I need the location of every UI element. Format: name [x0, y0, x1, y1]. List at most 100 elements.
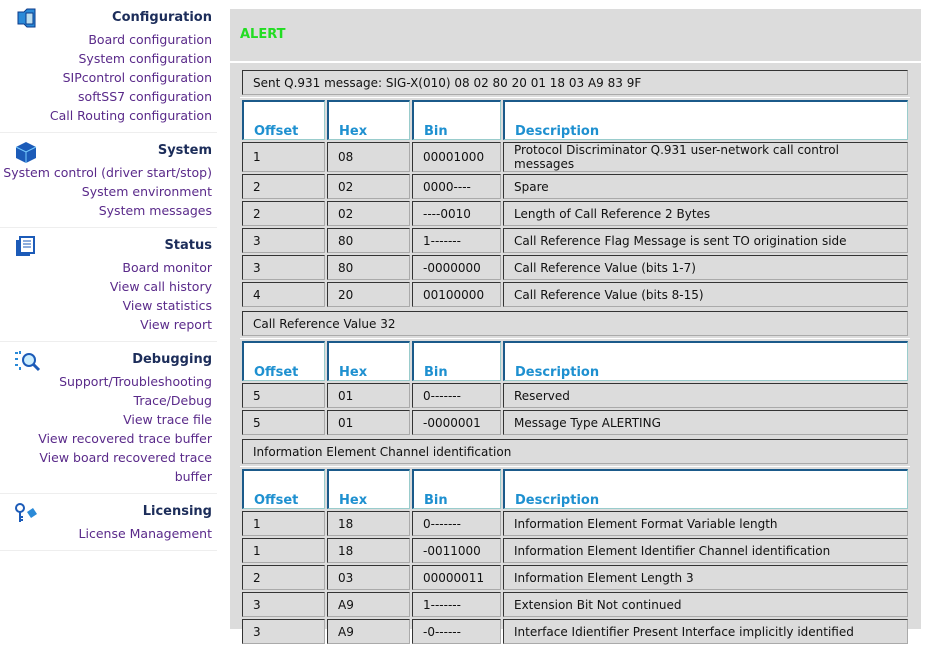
cell: 18 — [327, 538, 410, 563]
column-header: Hex — [327, 100, 410, 140]
status-document-icon — [14, 236, 38, 258]
section-title: Status — [164, 238, 212, 253]
sidebar-link[interactable]: Board monitor — [122, 260, 212, 275]
column-header: Offset — [242, 469, 325, 509]
cell: 00000011 — [412, 565, 501, 590]
message-title: ALERT — [240, 27, 286, 42]
cell: 3 — [242, 592, 325, 617]
cell: A9 — [327, 592, 410, 617]
sidebar-link[interactable]: View report — [140, 317, 212, 332]
cell: 1 — [242, 142, 325, 172]
table-row: 4 20 00100000 Call Reference Value (bits 8-… — [242, 282, 908, 307]
column-header: Description — [503, 469, 908, 509]
cell: 03 — [327, 565, 410, 590]
section-caption: Call Reference Value 32 — [242, 311, 908, 336]
cell: 2 — [242, 174, 325, 199]
cell: Call Reference Flag Message is sent TO o… — [503, 228, 908, 253]
section-caption: Information Element Channel identificati… — [242, 439, 908, 464]
table-row: 3 80 1------- Call Reference Flag Message i… — [242, 228, 908, 253]
decode-table: Call Reference Value 32 — [240, 309, 910, 338]
sidebar-link[interactable]: View call history — [109, 279, 212, 294]
cell: 2 — [242, 201, 325, 226]
sidebar-link[interactable]: View board recovered trace buffer — [39, 450, 212, 484]
column-header: Offset — [242, 341, 325, 381]
sidebar-link[interactable]: Board configuration — [88, 32, 212, 47]
cell: Information Element Length 3 — [503, 565, 908, 590]
cell: 01 — [327, 410, 410, 435]
sidebar-link[interactable]: System environment — [81, 184, 212, 199]
cell: -0000000 — [412, 255, 501, 280]
cell: Spare — [503, 174, 908, 199]
cell: 5 — [242, 383, 325, 408]
decode-table: Sent Q.931 message: SIG-X(010) 08 02 80 … — [240, 68, 910, 97]
caption-row: Information Element Channel identificati… — [242, 439, 908, 464]
cell: 2 — [242, 565, 325, 590]
column-header: Hex — [327, 341, 410, 381]
cell: Protocol Discriminator Q.931 user-networ… — [503, 142, 908, 172]
cell: 0000---- — [412, 174, 501, 199]
cell: 4 — [242, 282, 325, 307]
divider — [240, 97, 910, 98]
cell: Length of Call Reference 2 Bytes — [503, 201, 908, 226]
section-title: Configuration — [112, 10, 212, 25]
cell: 08 — [327, 142, 410, 172]
sidebar-link[interactable]: SIPcontrol configuration — [62, 70, 212, 85]
sidebar-link[interactable]: View trace file — [123, 412, 212, 427]
table-row: 5 01 -0000001 Message Type ALERTING — [242, 410, 908, 435]
sidebar: Configuration Board configuration System c… — [0, 0, 217, 551]
cell: 18 — [327, 511, 410, 536]
column-header: Description — [503, 341, 908, 381]
section-title: Debugging — [132, 352, 212, 367]
cell: Reserved — [503, 383, 908, 408]
sidebar-link[interactable]: License Management — [78, 526, 212, 541]
table-row: 2 02 ----0010 Length of Call Reference 2 By… — [242, 201, 908, 226]
sidebar-link[interactable]: View recovered trace buffer — [38, 431, 212, 446]
sidebar-link[interactable]: Call Routing configuration — [49, 108, 212, 123]
column-header: Bin — [412, 100, 501, 140]
table-row: 1 18 -0011000 Information Element Identifie… — [242, 538, 908, 563]
column-header: Hex — [327, 469, 410, 509]
decode-table: Offset Hex Bin Description 1 18 0------- Inform… — [240, 467, 910, 646]
table-row: 3 80 -0000000 Call Reference Value (bits 1-… — [242, 255, 908, 280]
column-header: Bin — [412, 469, 501, 509]
cell: Information Element Identifier Channel i… — [503, 538, 908, 563]
sidebar-section-configuration: Configuration Board configuration System c… — [0, 0, 217, 133]
sidebar-link[interactable]: softSS7 configuration — [78, 89, 212, 104]
decode-table: Offset Hex Bin Description 5 01 0------- Reserv… — [240, 339, 910, 437]
section-title: Licensing — [142, 504, 212, 519]
cell: 1------- — [412, 228, 501, 253]
header-row: Offset Hex Bin Description — [242, 341, 908, 381]
sidebar-section-status: Status Board monitor View call history View… — [0, 228, 217, 342]
section-title: System — [157, 143, 212, 158]
column-header: Description — [503, 100, 908, 140]
cell: 00100000 — [412, 282, 501, 307]
cell: 5 — [242, 410, 325, 435]
sidebar-link[interactable]: System messages — [98, 203, 212, 218]
divider — [240, 338, 910, 339]
cell: 02 — [327, 174, 410, 199]
cell: 1 — [242, 511, 325, 536]
cell: 3 — [242, 228, 325, 253]
cell: 3 — [242, 255, 325, 280]
cell: -0011000 — [412, 538, 501, 563]
table-row: 5 01 0------- Reserved — [242, 383, 908, 408]
header-row: Offset Hex Bin Description — [242, 469, 908, 509]
cell: 02 — [327, 201, 410, 226]
cell: 20 — [327, 282, 410, 307]
decode-table: Offset Hex Bin Description 1 08 00001000 Protoc… — [240, 98, 910, 309]
cell: Extension Bit Not continued — [503, 592, 908, 617]
sidebar-link[interactable]: Trace/Debug — [133, 393, 212, 408]
column-header: Bin — [412, 341, 501, 381]
table-row: 1 18 0------- Information Element Format Va… — [242, 511, 908, 536]
debugging-magnifier-icon — [14, 350, 41, 372]
decode-table: Information Element Channel identificati… — [240, 437, 910, 466]
header-row: Offset Hex Bin Description — [242, 100, 908, 140]
sidebar-link[interactable]: View statistics — [122, 298, 212, 313]
sidebar-link[interactable]: System configuration — [78, 51, 212, 66]
section-caption: Sent Q.931 message: SIG-X(010) 08 02 80 … — [242, 70, 908, 95]
sidebar-link[interactable]: System control (driver start/stop) — [3, 165, 212, 180]
cell: 1------- — [412, 592, 501, 617]
table-row: 1 08 00001000 Protocol Discriminator Q.931 … — [242, 142, 908, 172]
cell: Call Reference Value (bits 8-15) — [503, 282, 908, 307]
sidebar-link[interactable]: Support/Troubleshooting — [59, 374, 212, 389]
